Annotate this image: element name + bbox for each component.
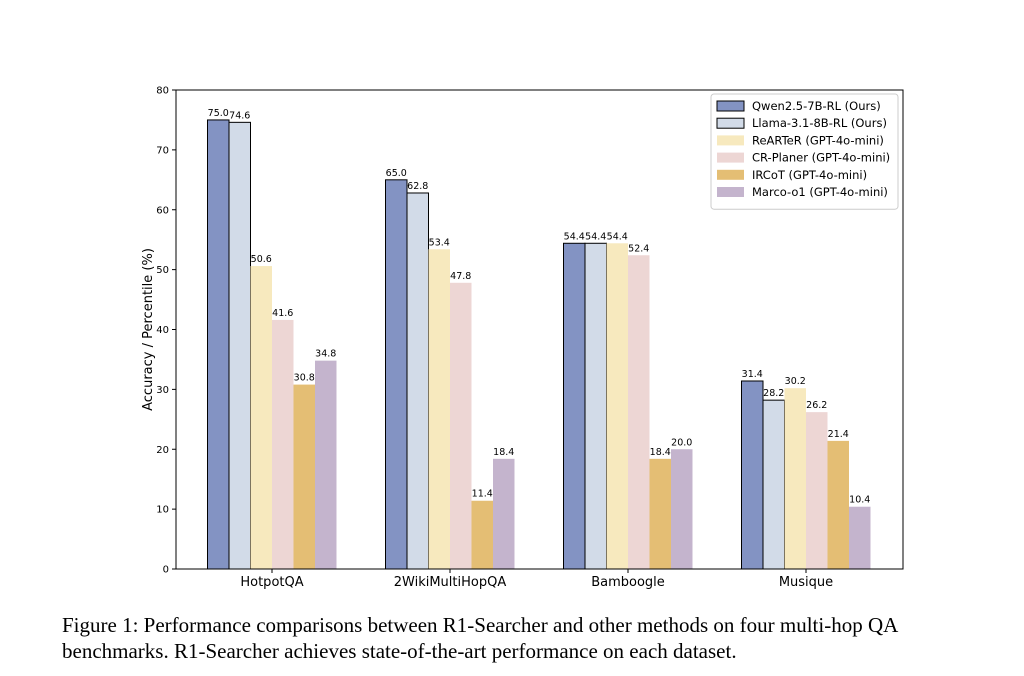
legend-entry: Llama-3.1-8B-RL (Ours)	[752, 116, 887, 130]
legend-box	[710, 93, 899, 210]
legend-swatch	[716, 100, 745, 112]
y-tick-label: 70	[156, 145, 169, 156]
legend: Qwen2.5-7B-RL (Ours) Llama-3.1-8B-RL (Our…	[710, 93, 899, 210]
x-tick-label: Bamboogle	[591, 575, 665, 590]
bar	[471, 500, 493, 569]
y-tick-label: 10	[156, 505, 169, 516]
y-axis-label: Accuracy / Percentile (%)	[141, 248, 156, 411]
bar-value-label: 62.8	[407, 181, 428, 192]
bar	[649, 458, 671, 569]
bar-value-label: 47.8	[450, 271, 471, 282]
bar	[250, 266, 272, 569]
bar	[493, 458, 515, 569]
bar	[385, 179, 408, 570]
bar	[784, 388, 806, 569]
value-labels-layer: 75.0 74.6 50.6 41.6 30.8 34.8 65.062.8 53.4 47.8…	[208, 108, 871, 506]
x-axis: HotpotQA 2WikiMultiHopQA Bamboogle Musique	[240, 569, 833, 590]
bar	[207, 119, 230, 570]
bar-value-label: 11.4	[472, 489, 493, 500]
x-tick-label: 2WikiMultiHopQA	[394, 575, 507, 590]
bar	[584, 242, 607, 570]
bar	[849, 506, 871, 569]
y-tick-label: 50	[156, 265, 169, 276]
figure-caption: Figure 1: Performance comparisons betwee…	[62, 613, 898, 663]
legend-swatch	[717, 169, 744, 180]
bar-value-label: 21.4	[828, 429, 849, 440]
legend-swatch	[717, 187, 744, 197]
x-tick-label: HotpotQA	[240, 575, 303, 590]
y-tick-label: 40	[156, 325, 169, 336]
bar-value-label: 74.6	[229, 110, 250, 121]
bar-value-label: 10.4	[849, 495, 870, 506]
legend-swatch	[717, 135, 744, 146]
legend-entry: Qwen2.5-7B-RL (Ours)	[752, 99, 881, 113]
legend-entry: Marco-o1 (GPT-4o-mini)	[752, 185, 888, 199]
bar-value-label: 31.4	[742, 369, 763, 380]
legend-entry: ReARTeR (GPT-4o-mini)	[752, 133, 884, 147]
legend-entry: CR-Planer (GPT-4o-mini)	[752, 151, 890, 165]
legend-swatch	[717, 152, 744, 163]
bar-value-label: 52.4	[628, 243, 649, 254]
bar	[628, 255, 650, 569]
bar-value-label: 26.2	[806, 400, 827, 411]
bar-value-label: 65.0	[386, 168, 407, 179]
bar-value-label: 54.4	[585, 231, 606, 242]
bar	[762, 399, 785, 570]
bar-value-label: 41.6	[272, 308, 293, 319]
y-tick-label: 20	[156, 445, 169, 456]
bar-value-label: 54.4	[564, 231, 585, 242]
y-tick-label: 0	[163, 565, 169, 576]
bar	[428, 249, 450, 569]
bars-layer	[207, 119, 871, 570]
bar-value-label: 54.4	[607, 231, 628, 242]
bar-value-label: 34.8	[315, 349, 336, 360]
bar	[671, 449, 693, 569]
bar	[293, 384, 315, 569]
bar-value-label: 20.0	[671, 437, 692, 448]
bar	[272, 319, 294, 569]
bar	[563, 242, 586, 570]
bar-value-label: 75.0	[208, 108, 229, 119]
bar-value-label: 28.2	[763, 388, 784, 399]
bar-value-label: 50.6	[251, 254, 272, 265]
bar	[228, 121, 251, 570]
bar-value-label: 18.4	[493, 447, 514, 458]
bar	[827, 440, 849, 569]
bar	[741, 380, 764, 570]
bar-chart: 75.0 74.6 50.6 41.6 30.8 34.8 65.062.8 53.4 47.8…	[141, 86, 904, 590]
bar-value-label: 18.4	[650, 447, 671, 458]
bar-value-label: 53.4	[429, 237, 450, 248]
x-tick-label: Musique	[779, 575, 833, 590]
y-tick-label: 30	[156, 385, 169, 396]
bar	[406, 192, 429, 570]
y-axis: 0 10 20 30 40 50 60 70 80	[156, 86, 176, 576]
legend-swatch	[716, 117, 745, 129]
bar-value-label: 30.8	[294, 373, 315, 384]
bar	[315, 360, 337, 569]
y-tick-label: 80	[156, 86, 169, 97]
y-tick-label: 60	[156, 205, 169, 216]
bar	[806, 412, 828, 569]
legend-entry: IRCoT (GPT-4o-mini)	[752, 168, 867, 182]
bar	[606, 243, 628, 569]
bar-value-label: 30.2	[785, 376, 806, 387]
bar	[450, 282, 472, 569]
